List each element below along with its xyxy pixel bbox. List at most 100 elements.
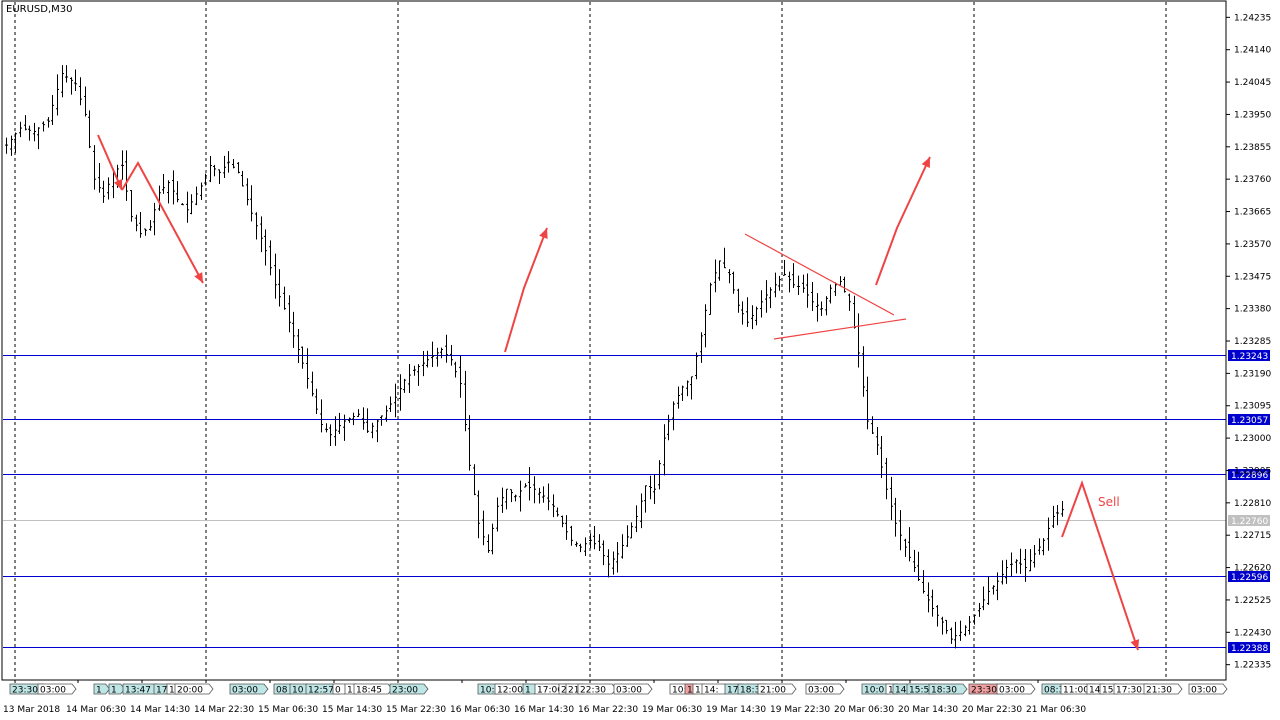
date-label: 16 Mar 22:30 <box>578 705 638 715</box>
time-badge-label: 08 <box>276 686 288 696</box>
time-badge-label: 1 <box>695 686 701 696</box>
time-badge-label: 14 <box>895 686 907 696</box>
triangle-upper[interactable] <box>744 233 895 316</box>
date-label: 20 Mar 06:30 <box>834 705 894 715</box>
current-price-label: 1.22760 <box>1231 517 1268 527</box>
level-2-tag <box>1228 469 1270 480</box>
price-tick-label: 1.23475 <box>1234 272 1271 282</box>
time-badge-label: 03:00 <box>999 686 1025 696</box>
date-label: 16 Mar 14:30 <box>514 705 574 715</box>
date-label: 13 Mar 2018 <box>3 705 60 715</box>
sell-label: Sell <box>1098 495 1120 509</box>
time-badge-label: 03:00 <box>808 686 834 696</box>
time-badge-label: 18:3 <box>740 686 760 696</box>
price-tick-label: 1.22715 <box>1234 531 1271 541</box>
level-0-label: 1.23243 <box>1231 352 1268 362</box>
date-label: 15 Mar 14:30 <box>322 705 382 715</box>
date-label: 14 Mar 14:30 <box>130 705 190 715</box>
time-badge-label: 03:00 <box>1191 686 1217 696</box>
level-0-tag <box>1228 350 1270 361</box>
date-label: 16 Mar 06:30 <box>450 705 510 715</box>
arrow-up-2[interactable] <box>875 156 931 286</box>
time-badge-label: 10: <box>480 686 494 696</box>
time-badge <box>174 683 214 695</box>
time-badge-label: 14: <box>704 686 718 696</box>
arrow-down-1[interactable] <box>97 134 123 191</box>
time-badge <box>805 683 845 695</box>
price-tick-label: 1.22430 <box>1234 628 1271 638</box>
price-tick-label: 1.23760 <box>1234 175 1271 185</box>
time-badge <box>93 683 111 695</box>
arrow-up-1-head <box>539 228 548 239</box>
arrow-sell-head <box>1130 639 1140 650</box>
arrow-down-2[interactable] <box>121 160 204 284</box>
time-grid <box>14 2 1167 680</box>
time-badge <box>229 683 269 695</box>
time-badge-label: 21 <box>568 686 579 696</box>
price-tick-label: 1.24045 <box>1234 78 1271 88</box>
level-4-tag <box>1228 642 1270 653</box>
price-tick-label: 1.23665 <box>1234 208 1271 218</box>
drawings[interactable]: Sell <box>97 134 1140 651</box>
time-badge-label: 10 <box>292 686 304 696</box>
time-badge-label: 03:00 <box>616 686 642 696</box>
arrow-sell[interactable] <box>1061 479 1139 651</box>
time-badge-label: 23:30 <box>12 686 38 696</box>
level-3-tag <box>1228 571 1270 582</box>
time-badge-label: 18:30 <box>931 686 957 696</box>
price-tick-label: 1.23855 <box>1234 143 1271 153</box>
time-badge-label: 23:00 <box>392 686 418 696</box>
time-badge-label: 21:00 <box>760 686 786 696</box>
time-badge-label: 12:57 <box>308 686 334 696</box>
time-badge-label: 14 <box>1089 686 1101 696</box>
time-badge <box>1188 683 1228 695</box>
time-badge <box>613 683 653 695</box>
time-badge-label: 10:0 <box>864 686 884 696</box>
date-label: 20 Mar 22:30 <box>962 705 1022 715</box>
time-badge-label: 08:3 <box>1044 686 1064 696</box>
time-badge-label: 1 <box>347 686 353 696</box>
price-tick-label: 1.23095 <box>1234 402 1271 412</box>
time-badge <box>389 683 429 695</box>
price-tick-label: 1.22905 <box>1234 466 1271 476</box>
time-badge-label: 13:47 <box>125 686 151 696</box>
time-badge-label: 18:45 <box>356 686 382 696</box>
chart-symbol: EURUSD,M30 <box>6 4 72 15</box>
time-badge-label: 17:30 <box>1116 686 1142 696</box>
price-tick-label: 1.23285 <box>1234 337 1271 347</box>
date-label: 21 Mar 06:30 <box>1026 705 1086 715</box>
time-badge-label: 2 <box>561 686 567 696</box>
time-badge-label: 21:30 <box>1146 686 1172 696</box>
arrow-up-1[interactable] <box>504 227 548 353</box>
time-badge-label: 15 <box>1102 686 1113 696</box>
current-price-tag <box>1228 515 1270 526</box>
price-tick-label: 1.23000 <box>1234 434 1271 444</box>
level-1-tag <box>1228 414 1270 425</box>
level-2-label: 1.22896 <box>1231 471 1268 481</box>
price-tick-label: 1.24140 <box>1234 46 1271 56</box>
price-tick-label: 1.23380 <box>1234 305 1271 315</box>
time-badge <box>928 683 968 695</box>
date-label: 19 Mar 22:30 <box>770 705 830 715</box>
triangle-lower[interactable] <box>773 318 907 340</box>
time-badge-label: 10: <box>672 686 686 696</box>
price-tick-label: 1.22810 <box>1234 499 1271 509</box>
time-badge-label: 17:00 <box>537 686 563 696</box>
level-4-label: 1.22388 <box>1231 644 1268 654</box>
arrow-down-2-head <box>194 272 203 283</box>
price-tick-label: 1.22525 <box>1234 596 1271 606</box>
time-badge-label: 17 <box>156 686 167 696</box>
time-badge <box>37 683 77 695</box>
price-axis: 1.24235 1.24140 1.24045 1.23950 1.23855 1.237… <box>1226 13 1271 671</box>
horizontal-levels[interactable]: 1.23243 1.23057 1.22896 1.22596 1.22388 1.227… <box>3 350 1270 654</box>
time-badge-label: 1 <box>111 686 117 696</box>
time-badge-label: 1 <box>96 686 102 696</box>
arrow-up-2-head <box>921 157 930 168</box>
time-badge-label: 15:5 <box>909 686 929 696</box>
time-badges: 23:30 03:00 1 1 13:47 17 1 20:00 03:00 08 10 12:57 0… <box>9 683 1228 696</box>
plot-frame <box>1 0 1227 681</box>
time-badge-label: 1 <box>169 686 175 696</box>
price-tick-label: 1.23570 <box>1234 240 1271 250</box>
